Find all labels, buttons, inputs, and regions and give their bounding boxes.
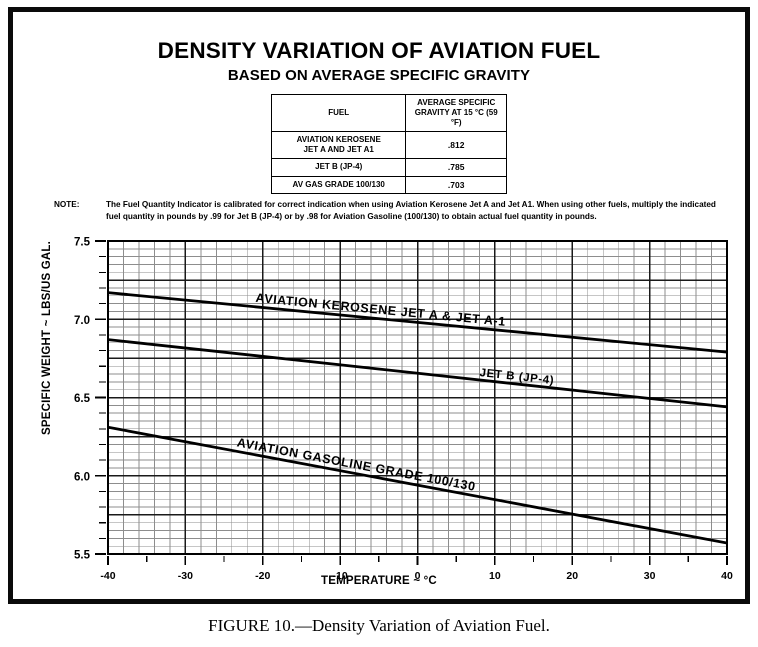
x-axis-title: TEMPERATURE ~ °C — [321, 575, 437, 587]
table-row: JET B (JP-4) .785 — [270, 158, 507, 177]
grid-major-lines — [107, 240, 728, 555]
figure-caption-text: FIGURE 10.—Density Variation of Aviation… — [208, 616, 550, 635]
table-header-row: FUEL AVERAGE SPECIFIC GRAVITY AT 15 °C (… — [270, 94, 507, 132]
page-subtitle: BASED ON AVERAGE SPECIFIC GRAVITY — [227, 67, 531, 84]
table-cell-fuel: JET B (JP-4) — [270, 158, 407, 177]
y-axis-tick-label: 7.0 — [74, 315, 90, 327]
page-title: DENSITY VARIATION OF AVIATION FUEL — [157, 38, 601, 63]
note-label: NOTE: — [54, 200, 80, 209]
figure-caption: FIGURE 10.—Density Variation of Aviation… — [0, 616, 758, 636]
y-axis-tick-label: 6.5 — [74, 393, 91, 405]
fuel-specific-gravity-table: FUEL AVERAGE SPECIFIC GRAVITY AT 15 °C (… — [270, 94, 507, 195]
table-header: FUEL AVERAGE SPECIFIC GRAVITY AT 15 °C (… — [270, 94, 507, 132]
table-header-gravity-line2: GRAVITY AT 15 °C (59 °F) — [414, 108, 498, 127]
series-line — [108, 338, 727, 409]
table-header-gravity: AVERAGE SPECIFIC GRAVITY AT 15 °C (59 °F… — [405, 94, 507, 132]
note-text: The Fuel Quantity Indicator is calibrate… — [106, 200, 716, 221]
y-axis-tick-labels: 5.5 6.0 6.5 7.0 7.5 — [74, 237, 91, 562]
axis-ticks — [95, 240, 728, 565]
table-header-fuel: FUEL — [270, 94, 407, 132]
plot-area-frame — [106, 239, 729, 556]
series-label: JET B (JP-4) — [479, 367, 555, 387]
y-axis-tick-label: 7.5 — [74, 237, 91, 249]
y-axis-tick-label: 5.5 — [74, 550, 91, 562]
series-label: AVIATION KEROSENE JET A & JET A-1 — [255, 291, 506, 329]
fuel-name-line2: JET A AND JET A1 — [303, 145, 374, 154]
note-block: NOTE: The Fuel Quantity Indicator is cal… — [54, 199, 719, 223]
table-row: AV GAS GRADE 100/130 .703 — [270, 175, 507, 195]
table-cell-gravity: .812 — [405, 131, 507, 159]
series-line — [108, 425, 727, 545]
grid-minor-lines — [108, 241, 727, 554]
table-cell-fuel: AV GAS GRADE 100/130 — [270, 175, 407, 195]
y-axis-tick-label: 6.0 — [74, 471, 90, 483]
series-inline-labels: AVIATION KEROSENE JET A & JET A-1 JET B (… — [236, 291, 555, 494]
figure-border: DENSITY VARIATION OF AVIATION FUEL BASED… — [8, 7, 750, 604]
table-header-gravity-line1: AVERAGE SPECIFIC — [417, 98, 496, 107]
figure-content: DENSITY VARIATION OF AVIATION FUEL BASED… — [13, 12, 745, 599]
table-row: AVIATION KEROSENE JET A AND JET A1 .812 — [270, 131, 507, 159]
fuel-name-line1: AVIATION KEROSENE — [296, 135, 381, 144]
plot-area-border — [106, 239, 729, 556]
series-label: AVIATION GASOLINE GRADE 100/130 — [236, 435, 477, 493]
table-cell-fuel: AVIATION KEROSENE JET A AND JET A1 — [270, 131, 407, 159]
table-body: AVIATION KEROSENE JET A AND JET A1 .812 … — [270, 131, 507, 195]
table-cell-gravity: .785 — [405, 158, 507, 177]
y-axis-title: SPECIFIC WEIGHT ~ LBS/US GAL. — [41, 241, 53, 435]
series-line — [108, 291, 727, 354]
data-series-lines — [108, 291, 727, 545]
table-cell-gravity: .703 — [405, 175, 507, 195]
